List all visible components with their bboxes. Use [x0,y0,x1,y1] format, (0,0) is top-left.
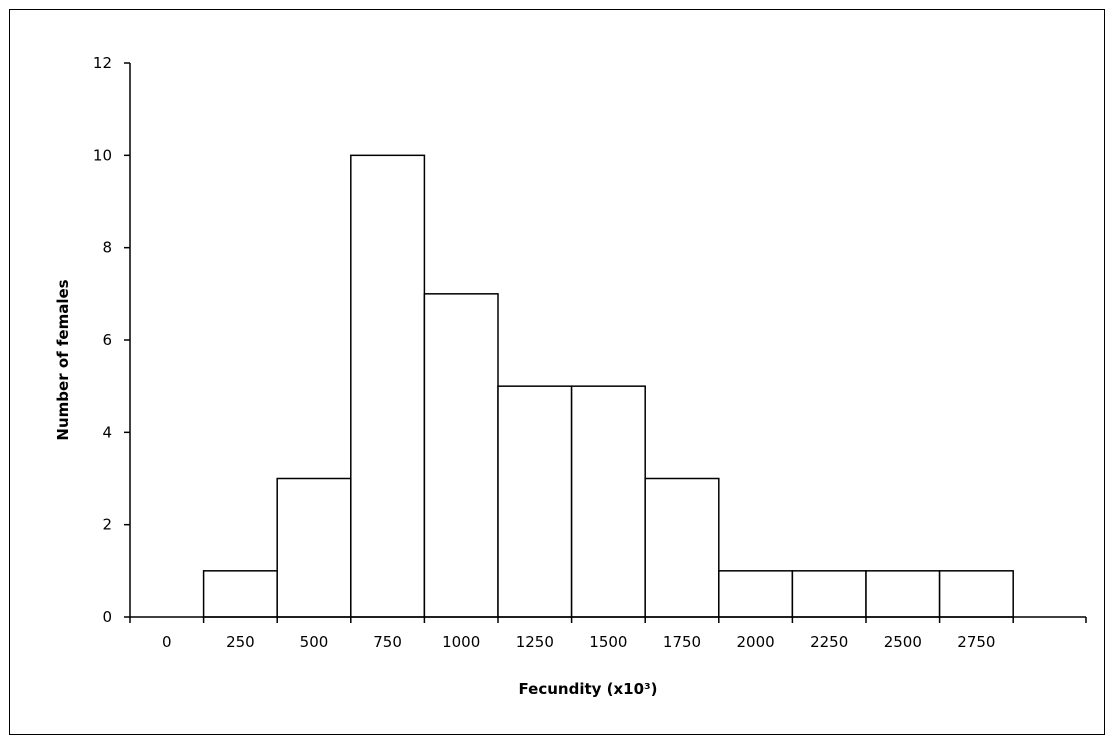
histogram-bar [865,570,941,618]
x-tick-label: 750 [373,633,402,651]
histogram-bar [791,570,867,618]
y-tick-label: 12 [93,54,112,72]
bars-layer [202,154,1014,618]
x-tick-label: 1750 [663,633,701,651]
histogram-bar [276,477,352,618]
x-tick-label: 2000 [737,633,775,651]
x-tick-label: 0 [162,633,172,651]
histogram-bar [202,570,278,618]
y-tick-label: 2 [102,516,112,534]
x-tick-label: 2500 [884,633,922,651]
x-tick-label: 2250 [810,633,848,651]
x-tick-label: 1250 [516,633,554,651]
histogram-bar [350,154,426,618]
y-axis-title: Number of females [54,279,72,440]
y-tick-label: 4 [102,423,112,441]
histogram-bar [570,385,646,618]
x-axis-ticks: 0 250 500 750 1000 1250 1500 1750 2000 2250 2500 27… [129,617,1087,651]
histogram-bar [644,477,720,618]
y-tick-label: 6 [102,331,112,349]
x-tick-label: 1500 [589,633,627,651]
x-tick-label: 500 [300,633,329,651]
histogram-bar [423,293,499,618]
y-tick-label: 10 [93,146,112,164]
y-tick-label: 0 [102,608,112,626]
x-axis-title: Fecundity (x10³) [519,680,658,698]
y-tick-label: 8 [102,239,112,257]
x-tick-label: 250 [226,633,255,651]
histogram-bar [718,570,794,618]
x-tick-label: 1000 [442,633,480,651]
histogram-bar [497,385,573,618]
histogram-bar [938,570,1014,618]
x-tick-label: 2750 [957,633,995,651]
y-axis-ticks: 0 2 4 6 8 10 12 [93,54,130,626]
